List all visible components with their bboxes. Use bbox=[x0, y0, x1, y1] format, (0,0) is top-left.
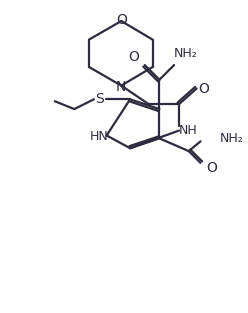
Text: O: O bbox=[206, 161, 217, 175]
Text: NH: NH bbox=[178, 124, 197, 137]
Text: O: O bbox=[116, 13, 127, 27]
Text: O: O bbox=[128, 50, 139, 64]
Text: S: S bbox=[95, 92, 104, 106]
Text: N: N bbox=[116, 80, 126, 94]
Text: NH₂: NH₂ bbox=[174, 47, 198, 60]
Text: NH₂: NH₂ bbox=[220, 132, 244, 145]
Text: HN: HN bbox=[90, 130, 108, 143]
Text: O: O bbox=[198, 81, 209, 95]
